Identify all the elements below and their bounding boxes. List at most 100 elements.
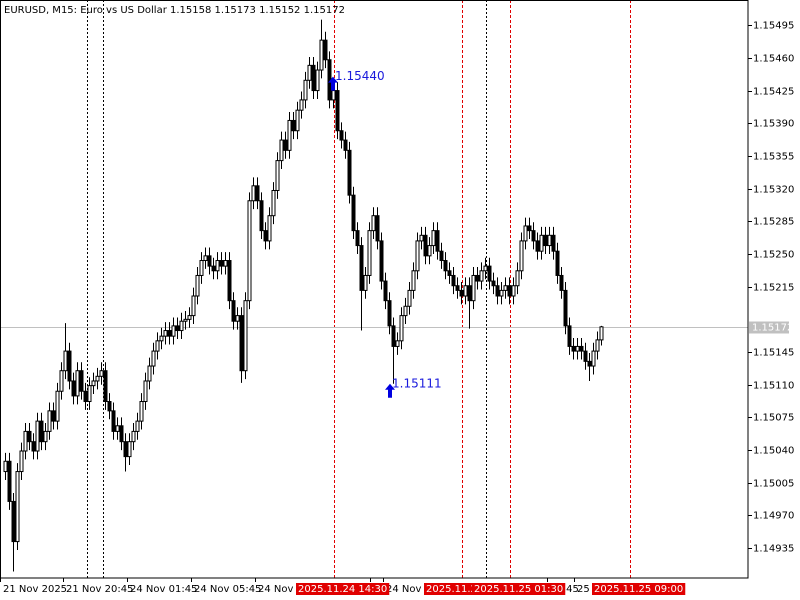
candle-body [219, 260, 224, 267]
candle-body [175, 325, 180, 332]
y-tick-label: 1.15285 [753, 217, 794, 228]
candle-body [135, 420, 140, 432]
candle-body [531, 230, 536, 242]
x-tick-label: 24 Nov [386, 584, 422, 595]
candle-body [231, 300, 236, 322]
candle-body [487, 265, 492, 282]
candle-body [311, 64, 316, 92]
candle-body [323, 39, 328, 61]
candle-body [271, 189, 276, 217]
time-marker-label: 2025.11.25 01:30 [474, 584, 563, 595]
candle-body [263, 230, 268, 242]
candle-body [379, 240, 384, 282]
candle-body [583, 350, 588, 362]
candle-body [491, 280, 496, 287]
candle-body [107, 401, 112, 412]
candle-body [223, 260, 228, 267]
candle-body [439, 250, 444, 262]
candle-body [471, 274, 476, 302]
candle-body [455, 285, 460, 291]
candle-body [199, 260, 204, 276]
candle-body [515, 270, 520, 287]
candle-body [575, 345, 580, 352]
candle-body [543, 234, 548, 247]
candle-body [287, 119, 292, 151]
candle-body [571, 345, 576, 352]
y-tick-label: 1.14970 [753, 511, 794, 522]
y-tick-label: 1.15145 [753, 348, 794, 359]
candle-body [403, 305, 408, 317]
candle-body [423, 234, 428, 257]
candle-body [371, 215, 376, 232]
candle-body [279, 139, 284, 162]
candle-body [127, 441, 132, 458]
candle-body [351, 194, 356, 232]
candle-body [427, 245, 432, 257]
time-marker-box [472, 583, 566, 595]
candle-body [359, 245, 364, 291]
candle-body [519, 240, 524, 272]
candle-body [283, 139, 288, 151]
candle-body [179, 320, 184, 332]
candle-body [395, 340, 400, 347]
candle-body [387, 300, 392, 327]
annotation-label: 1.15440 [335, 69, 385, 83]
candle-body [147, 365, 152, 382]
candle-body [215, 260, 220, 272]
candle-body [563, 289, 568, 327]
candle-body [115, 425, 120, 432]
candle-body [579, 345, 584, 352]
candle-body [123, 441, 128, 458]
candle-body [539, 234, 544, 252]
candle-body [155, 340, 160, 352]
candle-body [79, 370, 84, 392]
time-marker-label: 2025.11.25 09:00 [594, 584, 683, 595]
candle-body [299, 99, 304, 111]
candle-body [143, 380, 148, 403]
candle-body [303, 79, 308, 101]
candle-body [167, 330, 172, 337]
y-tick-label: 1.15005 [753, 479, 794, 490]
price-tag [749, 321, 789, 334]
candle-body [47, 410, 52, 432]
candle-body [479, 270, 484, 282]
candle-body [259, 200, 264, 232]
y-tick-label: 1.15495 [753, 21, 794, 32]
candle-body [35, 420, 40, 452]
candle-body [443, 260, 448, 272]
time-marker-box [424, 583, 486, 595]
arrow-up [385, 383, 395, 398]
candle-body [59, 370, 64, 392]
candle-body [75, 370, 80, 397]
candle-body [247, 200, 252, 302]
y-tick-label: 1.15040 [753, 446, 794, 457]
candle-body [419, 234, 424, 242]
x-tick-label: 21 Nov 2025 [3, 584, 67, 595]
candle-body [267, 215, 272, 242]
x-tick-label: 21 Nov 20:45 [66, 584, 133, 595]
candle-body [87, 385, 92, 403]
candle-body [551, 234, 556, 252]
candle-body [251, 185, 256, 202]
candle-body [187, 315, 192, 320]
y-tick-label: 1.15320 [753, 185, 794, 196]
time-marker-box [592, 583, 686, 595]
candle-body [291, 119, 296, 132]
candle-body [415, 240, 420, 272]
candle-body [391, 325, 396, 347]
candle-body [131, 430, 136, 443]
candle-body [499, 289, 504, 297]
candle-body [63, 350, 68, 372]
y-tick-label: 1.15390 [753, 119, 794, 130]
candle-body [331, 90, 336, 101]
candle-body [95, 375, 100, 382]
chart-title: EURUSD, M15: Euro vs US Dollar 1.15158 1… [4, 5, 345, 16]
plot-frame [0, 0, 749, 579]
candle-body [463, 285, 468, 297]
candle-body [23, 430, 28, 452]
y-tick-label: 1.15250 [753, 250, 794, 261]
candle-body [239, 315, 244, 372]
candle-body [523, 225, 528, 242]
